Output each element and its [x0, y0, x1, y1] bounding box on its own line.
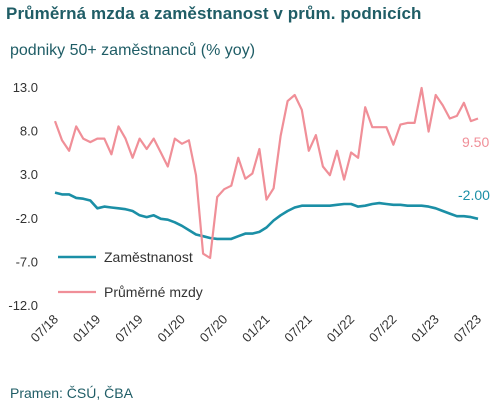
y-tick-label: 13.0 [13, 80, 38, 95]
employment-line [54, 191, 479, 241]
y-axis: 13.0 8.0 3.0 -2.0 -7.0 -12.0 [8, 80, 38, 313]
x-tick-label: 07/19 [112, 312, 146, 346]
x-tick-label: 07/23 [451, 312, 485, 346]
legend-label-employment: Zaměstnanost [104, 249, 193, 265]
y-tick-label: -7.0 [16, 254, 38, 269]
employment-end-label: -2.00 [458, 187, 490, 203]
chart-subtitle: podniky 50+ zaměstnanců (% yoy) [10, 42, 256, 59]
legend-label-wages: Průměrné mzdy [104, 284, 203, 300]
plot-area [53, 86, 479, 260]
wages-line [53, 86, 479, 260]
wages-end-label: 9.50 [462, 134, 489, 150]
legend: Zaměstnanost Průměrné mzdy [58, 249, 203, 300]
x-tick-label: 01/21 [239, 312, 273, 346]
y-tick-label: -12.0 [8, 298, 38, 313]
y-tick-label: 8.0 [20, 124, 38, 139]
x-tick-label: 07/18 [28, 312, 62, 346]
y-tick-label: -2.0 [16, 211, 38, 226]
x-tick-label: 01/20 [154, 312, 188, 346]
x-tick-label: 01/22 [324, 312, 358, 346]
x-tick-label: 07/21 [281, 312, 315, 346]
source-note: Pramen: ČSÚ, ČBA [10, 385, 133, 401]
chart-title: Průměrná mzda a zaměstnanost v prům. pod… [6, 4, 422, 23]
x-axis: 07/18 01/19 07/19 01/20 07/20 01/21 07/21 01/22… [28, 312, 485, 346]
x-tick-label: 01/23 [408, 312, 442, 346]
end-labels: -2.00 9.50 [458, 134, 490, 203]
y-tick-label: 3.0 [20, 167, 38, 182]
x-tick-label: 01/19 [70, 312, 104, 346]
x-tick-label: 07/22 [366, 312, 400, 346]
x-tick-label: 07/20 [197, 312, 231, 346]
